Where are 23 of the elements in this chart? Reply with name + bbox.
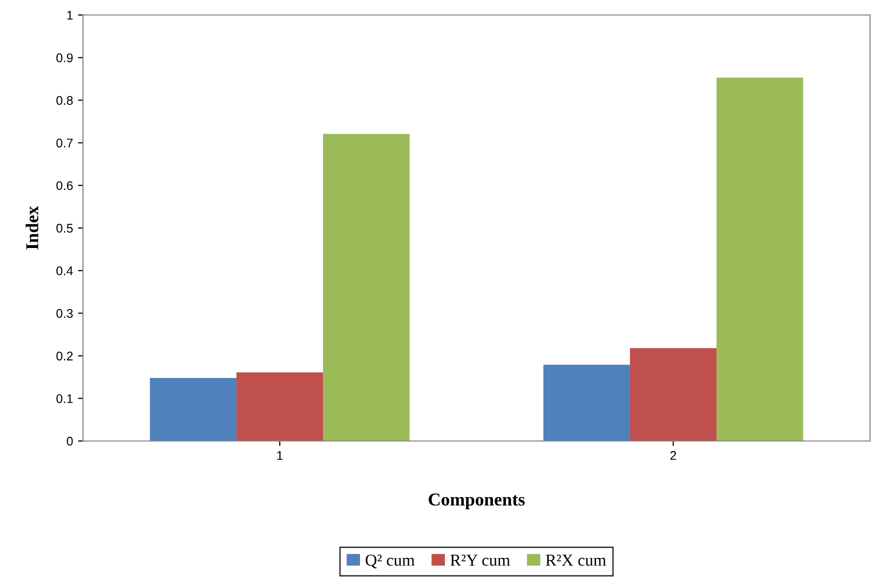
- y-tick-label: 0.9: [56, 53, 73, 62]
- y-tick-label: 0.1: [56, 394, 73, 404]
- y-tick-label: 0: [66, 436, 73, 446]
- bar: [630, 348, 717, 441]
- legend-label: R²Y cum: [450, 554, 510, 566]
- bar: [543, 364, 630, 441]
- y-tick-label: 1: [67, 10, 73, 20]
- y-tick-label: 0.4: [56, 266, 73, 276]
- x-axis-title: Components: [428, 494, 525, 510]
- y-tick-label: 0.6: [56, 181, 73, 190]
- legend-label: R²X cum: [546, 554, 606, 566]
- bar: [323, 134, 410, 441]
- x-tick-label: 2: [670, 451, 676, 460]
- legend-label: Q² cum: [366, 554, 415, 568]
- bar: [716, 78, 804, 441]
- y-tick-label: 0.5: [56, 224, 73, 233]
- y-tick-label: 0.7: [56, 138, 73, 148]
- y-tick-label: 0.8: [56, 96, 73, 105]
- y-tick-label: 0.2: [56, 352, 73, 360]
- bar: [150, 378, 236, 441]
- y-tick-label: 0.3: [56, 309, 73, 318]
- y-axis-title: Index: [26, 206, 38, 250]
- bar: [236, 372, 324, 441]
